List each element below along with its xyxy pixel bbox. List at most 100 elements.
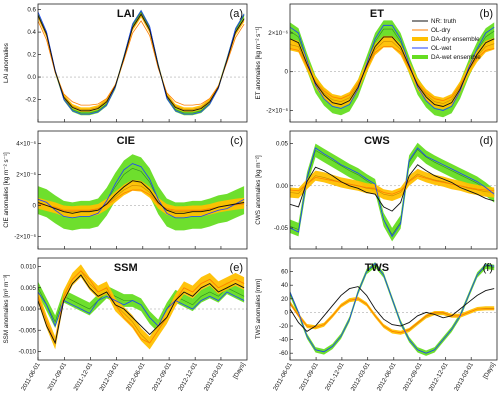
series-band-da-wet [38, 281, 245, 333]
legend-label: OL-wet [431, 45, 452, 52]
x-tick-label: 2012-09-01 [151, 361, 173, 392]
series-line-truth [290, 286, 495, 332]
y-axis-label: SSM anomalies [m³ m⁻³] [3, 274, 10, 343]
panel-title: CIE [117, 135, 135, 147]
series-line-ol-dry [38, 20, 245, 106]
plot-area [38, 264, 247, 350]
x-tick-label: 2011-12-01 [324, 361, 346, 392]
panel-lai: -0.2 0.0 0.2 0.4 0.6 LAI anomalies LAI (a) [3, 3, 248, 123]
y-tick-label: 0.6 [27, 7, 36, 14]
x-axis-left: 2011-06-01 2011-09-01 2011-12-01 2012-03-01… [20, 361, 247, 392]
series-line-truth [38, 13, 245, 112]
panel-letter: (b) [480, 8, 493, 20]
y-axis-label: CWS anomalies [kg m⁻²] [255, 155, 262, 225]
y-tick-label: -2×10⁻⁶ [266, 107, 288, 114]
legend-label: OL-dry [431, 27, 451, 34]
panel-title: ET [370, 8, 384, 20]
y-axis-label: TWS anomalies [mm] [255, 279, 262, 339]
plot-area [290, 262, 497, 356]
series-band-da-dry [290, 168, 495, 201]
y-tick-label: 0 [285, 309, 289, 316]
series-line-truth [38, 274, 245, 345]
y-tick-label: 0.00 [276, 183, 289, 190]
x-tick-label: 2013-03-01 [453, 361, 475, 392]
y-tick-label: -0.2 [25, 97, 36, 104]
y-tick-label: 20 [281, 296, 288, 303]
x-tick-label: 2013-03-01 [203, 361, 225, 392]
x-tick-label: 2012-09-01 [402, 361, 424, 392]
series-line-ol-dry [290, 46, 495, 102]
x-tick-label: 2011-06-01 [272, 361, 294, 392]
plot-area [290, 142, 497, 242]
plot-frame [289, 257, 498, 361]
y-tick-label: -40 [279, 337, 289, 344]
x-tick-label: 2012-06-01 [125, 361, 147, 392]
panel-et: -2×10⁻⁶ 0 2×10⁻⁶ ET anomalies [kg m⁻² s⁻¹] E… [255, 3, 498, 123]
y-tick-label: 2×10⁻⁶ [16, 171, 36, 178]
series-line-ol-wet [290, 262, 495, 354]
y-tick-label: 60 [281, 269, 288, 276]
x-tick-label: 2011-09-01 [298, 361, 320, 392]
x-axis-right: 2011-06-01 2011-09-01 2011-12-01 2012-03-01… [272, 361, 497, 392]
y-tick-label: -0.05 [274, 225, 289, 232]
series-mean-da-dry [290, 41, 495, 104]
panel-tws: -60 -40 -20 0 20 40 60 TWS anomalies [mm] TWS (f) [255, 257, 498, 361]
y-tick-label: 0.2 [27, 52, 36, 59]
x-tick-label: 2012-03-01 [350, 361, 372, 392]
series-line-ol-dry [38, 270, 245, 345]
series-mean-da-dry [38, 184, 245, 213]
series-band-da-wet [290, 20, 495, 118]
series-line-ol-wet [290, 147, 495, 238]
panel-cws: -0.05 0.00 0.05 CWS anomalies [kg m⁻²] CWS (d… [255, 130, 498, 250]
plot-area [290, 20, 497, 118]
y-tick-label: 0.05 [276, 141, 289, 148]
series-line-truth [290, 36, 495, 107]
series-band-da-wet [38, 154, 245, 231]
y-axis-label: ET anomalies [kg m⁻² s⁻¹] [255, 26, 262, 99]
series-mean-da-wet [290, 149, 495, 236]
y-tick-label: 0.010 [21, 264, 37, 271]
y-tick-label: 0.4 [27, 29, 36, 36]
y-axis-label: LAI anomalies [3, 43, 10, 83]
series-line-ol-wet [290, 24, 495, 111]
x-unit-label: [Days] [232, 361, 247, 380]
plot-frame [289, 3, 498, 123]
legend-label: NR: truth [431, 18, 457, 25]
series-line-ol-wet [38, 291, 245, 328]
plot-area [38, 9, 247, 116]
series-band-da-wet [290, 142, 495, 242]
panel-letter: (c) [230, 135, 243, 147]
x-tick-label: 2011-09-01 [46, 361, 68, 392]
legend-swatch [412, 55, 428, 59]
series-band-da-dry [38, 179, 245, 218]
series-line-truth [290, 164, 495, 212]
series-line-ol-dry [290, 175, 495, 195]
y-tick-label: -60 [279, 350, 289, 357]
panel-title: CWS [364, 135, 390, 147]
y-tick-label: -0.005 [18, 327, 36, 334]
panel-title: TWS [365, 262, 389, 274]
y-tick-label: 0 [285, 69, 289, 76]
series-line-truth [38, 180, 245, 214]
x-unit-label: [Days] [482, 361, 497, 380]
x-tick-label: 2012-12-01 [177, 361, 199, 392]
x-tick-label: 2011-12-01 [72, 361, 94, 392]
y-tick-label: -2×10⁻⁶ [14, 234, 36, 241]
y-tick-label: 4×10⁻⁶ [16, 140, 36, 147]
series-line-ol-wet [38, 9, 245, 115]
panel-title: LAI [117, 8, 135, 20]
panel-cie: -2×10⁻⁶ 0 2×10⁻⁶ 4×10⁻⁶ CIE anomalies [kg m⁻… [3, 130, 248, 250]
y-tick-label: 0.000 [21, 306, 37, 313]
x-tick-label: 2012-06-01 [376, 361, 398, 392]
y-tick-label: 0 [33, 203, 37, 210]
legend: NR: truth OL-dry DA-dry ensemble OL-wet DA-w… [412, 18, 481, 61]
series-band-da-wet [38, 9, 245, 116]
legend-swatch [412, 37, 428, 41]
plot-area [38, 154, 247, 231]
series-mean-da-dry [38, 14, 245, 110]
y-tick-label: 0.0 [27, 74, 36, 81]
y-tick-label: 0.005 [21, 285, 37, 292]
series-band-da-dry [38, 264, 245, 350]
x-tick-label: 2012-12-01 [428, 361, 450, 392]
